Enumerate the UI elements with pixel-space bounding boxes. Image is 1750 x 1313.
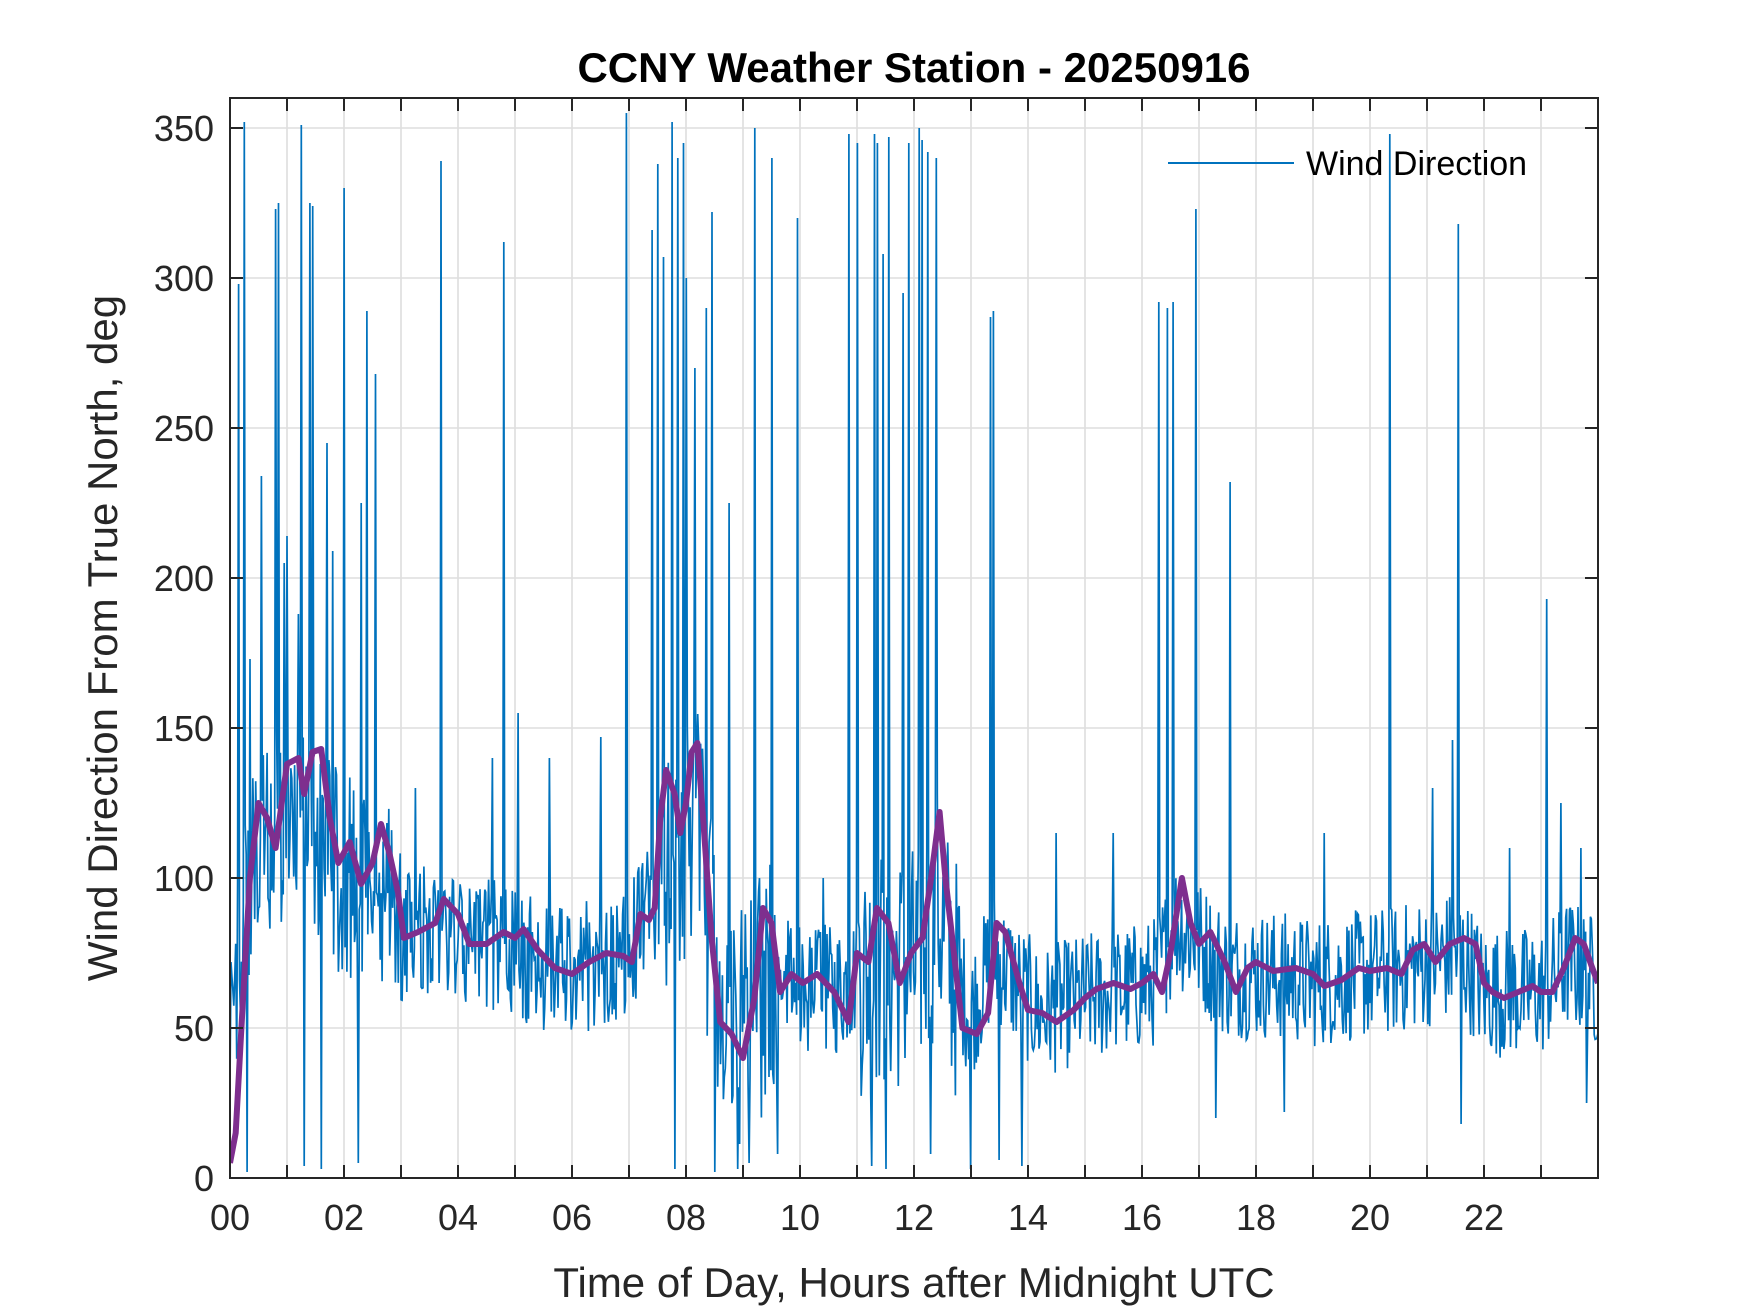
x-tick-label: 08 <box>666 1197 706 1238</box>
x-tick-label: 12 <box>894 1197 934 1238</box>
plot-area <box>230 112 1598 1173</box>
y-tick-label: 50 <box>174 1008 214 1049</box>
legend: Wind Direction <box>1168 145 1527 183</box>
legend-label-wind-direction: Wind Direction <box>1306 145 1527 183</box>
axes: 00 02 04 06 08 10 12 14 16 18 20 22 0 50 100 150 200 250 3… <box>154 97 1599 1238</box>
x-tick-label: 22 <box>1464 1197 1504 1238</box>
x-tick-label: 14 <box>1008 1197 1048 1238</box>
y-tick-label: 200 <box>154 558 214 599</box>
series-line-smoothed <box>230 740 1598 1164</box>
y-tick-label: 0 <box>194 1158 214 1199</box>
y-tick-label: 250 <box>154 408 214 449</box>
y-tick-label: 150 <box>154 708 214 749</box>
x-tick-label: 18 <box>1236 1197 1276 1238</box>
x-tick-label: 10 <box>780 1197 820 1238</box>
x-tick-label: 02 <box>324 1197 364 1238</box>
x-tick-label: 16 <box>1122 1197 1162 1238</box>
y-tick-label: 350 <box>154 108 214 149</box>
x-tick-label: 06 <box>552 1197 592 1238</box>
y-tick-label: 300 <box>154 258 214 299</box>
series-line-wind-direction <box>230 112 1598 1173</box>
y-axis-label: Wind Direction From True North, deg <box>79 295 126 981</box>
y-tick-label: 100 <box>154 858 214 899</box>
x-tick-label: 04 <box>438 1197 478 1238</box>
x-tick-label: 20 <box>1350 1197 1390 1238</box>
x-axis-label: Time of Day, Hours after Midnight UTC <box>553 1259 1274 1306</box>
chart-title: CCNY Weather Station - 20250916 <box>577 44 1250 91</box>
x-tick-label: 00 <box>210 1197 250 1238</box>
